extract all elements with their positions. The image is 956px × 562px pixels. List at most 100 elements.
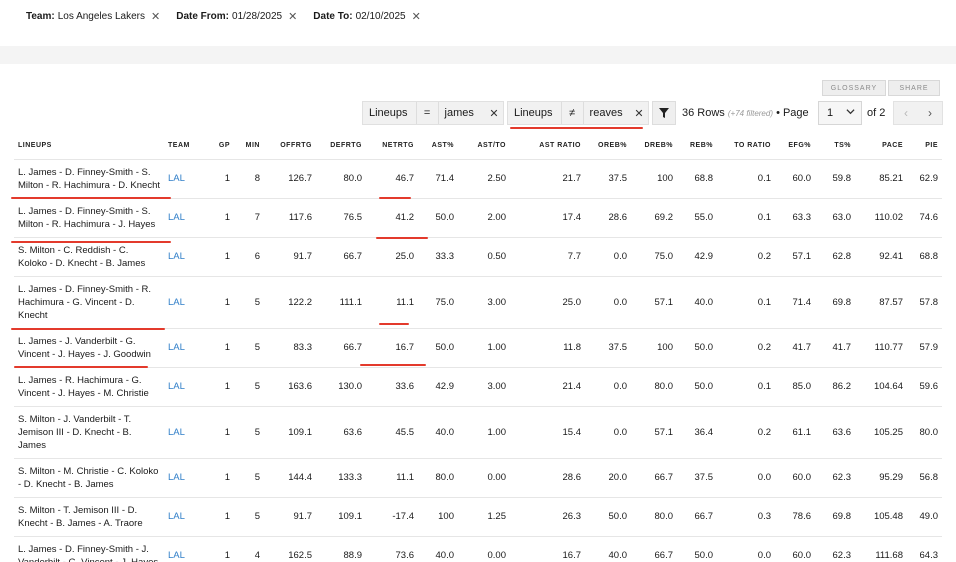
close-icon[interactable]: ✕ [151, 11, 161, 23]
annotation-underline [376, 237, 428, 239]
col-netrtg[interactable]: NETRTG [382, 142, 414, 150]
astratio-cell: 25.0 [510, 275, 585, 328]
astratio-cell: 7.7 [510, 236, 585, 276]
team-link[interactable]: LAL [164, 535, 204, 562]
team-link[interactable]: LAL [164, 158, 204, 198]
col-pace[interactable]: PACE [882, 142, 903, 150]
netrtg-cell: 41.2 [366, 197, 418, 237]
team-link[interactable]: LAL [164, 366, 204, 406]
col-ast-ratio[interactable]: AST RATIO [539, 142, 581, 150]
pace-cell: 95.29 [855, 457, 907, 497]
col-to-ratio[interactable]: TO RATIO [734, 142, 771, 150]
team-link[interactable]: LAL [164, 327, 204, 367]
share-button[interactable]: SHARE [888, 80, 940, 96]
team-link[interactable]: LAL [164, 457, 204, 497]
gp-cell: 1 [204, 457, 234, 497]
ts-cell: 63.0 [815, 197, 855, 237]
rebp-cell: 68.8 [677, 158, 717, 198]
gp-cell: 1 [204, 496, 234, 536]
pie-cell: 49.0 [907, 496, 942, 536]
col-pie[interactable]: PIE [925, 142, 938, 150]
rebp-cell: 66.7 [677, 496, 717, 536]
filter-chip-date-to[interactable]: Date To: 02/10/2025 ✕ [313, 10, 421, 23]
filter-chip-date-from[interactable]: Date From: 01/28/2025 ✕ [176, 10, 297, 23]
table-row: S. Milton - C. Reddish - C. Koloko - D. … [14, 236, 942, 276]
pie-cell: 59.6 [907, 366, 942, 406]
team-link[interactable]: LAL [164, 405, 204, 458]
netrtg-cell: 73.6 [366, 535, 418, 562]
defrtg-cell: 63.6 [316, 405, 366, 458]
filter-funnel-icon[interactable] [652, 101, 676, 125]
offrtg-cell: 162.5 [264, 535, 316, 562]
lineup-cell: S. Milton - M. Christie - C. Koloko - D.… [14, 457, 164, 497]
col-ast-pct[interactable]: AST% [431, 142, 454, 150]
lineup-cell: L. James - J. Vanderbilt - G. Vincent - … [14, 327, 164, 367]
col-defrtg[interactable]: DEFRTG [330, 142, 362, 150]
ts-cell: 62.8 [815, 236, 855, 276]
netrtg-cell: 45.5 [366, 405, 418, 458]
drebp-cell: 80.0 [631, 366, 677, 406]
min-cell: 5 [234, 496, 264, 536]
col-min[interactable]: MIN [245, 142, 260, 150]
team-link[interactable]: LAL [164, 496, 204, 536]
defrtg-cell: 88.9 [316, 535, 366, 562]
col-ts-pct[interactable]: TS% [834, 142, 851, 150]
pie-cell: 57.9 [907, 327, 942, 367]
offrtg-cell: 83.3 [264, 327, 316, 367]
offrtg-cell: 117.6 [264, 197, 316, 237]
pie-cell: 74.6 [907, 197, 942, 237]
offrtg-cell: 144.4 [264, 457, 316, 497]
chevron-left-icon[interactable]: ‹ [904, 106, 908, 120]
filter-operator-select[interactable]: ≠ [562, 102, 584, 124]
col-lineups[interactable]: LINEUPS [18, 142, 52, 150]
close-icon[interactable]: ✕ [411, 11, 421, 23]
col-offrtg[interactable]: OFFRTG [280, 142, 312, 150]
annotation-underline [379, 197, 411, 199]
filter-operator-select[interactable]: = [417, 102, 439, 124]
team-link[interactable]: LAL [164, 275, 204, 328]
clear-icon[interactable]: ✕ [489, 107, 499, 120]
col-efg-pct[interactable]: EFG% [788, 142, 811, 150]
astto-cell: 1.00 [458, 405, 510, 458]
filter-chip-team[interactable]: Team: Los Angeles Lakers ✕ [26, 10, 160, 23]
col-team[interactable]: TEAM [168, 142, 190, 150]
lineups-table: LINEUPS TEAM GP MIN OFFRTG DEFRTG NETRTG… [14, 133, 942, 562]
filter-value-input[interactable]: reaves [583, 102, 630, 124]
efg-cell: 63.3 [775, 197, 815, 237]
col-ast-to[interactable]: AST/TO [477, 142, 506, 150]
clear-icon[interactable]: ✕ [634, 107, 644, 120]
filter-field-select[interactable]: Lineups [363, 102, 417, 124]
filter-value: 01/28/2025 [232, 11, 283, 22]
filter-key: Date From: [176, 11, 230, 22]
efg-cell: 41.7 [775, 327, 815, 367]
astp-cell: 40.0 [418, 405, 458, 458]
efg-cell: 61.1 [775, 405, 815, 458]
toratio-cell: 0.3 [717, 496, 775, 536]
col-gp[interactable]: GP [218, 142, 230, 150]
offrtg-cell: 126.7 [264, 158, 316, 198]
col-oreb-pct[interactable]: OREB% [598, 142, 627, 150]
close-icon[interactable]: ✕ [288, 11, 298, 23]
filter-value-input[interactable]: james [438, 102, 485, 124]
pie-cell: 64.3 [907, 535, 942, 562]
team-link[interactable]: LAL [164, 236, 204, 276]
gp-cell: 1 [204, 236, 234, 276]
col-dreb-pct[interactable]: DREB% [644, 142, 673, 150]
col-reb-pct[interactable]: REB% [689, 142, 713, 150]
rebp-cell: 36.4 [677, 405, 717, 458]
drebp-cell: 66.7 [631, 535, 677, 562]
rebp-cell: 40.0 [677, 275, 717, 328]
glossary-button[interactable]: GLOSSARY [822, 80, 886, 96]
team-link[interactable]: LAL [164, 197, 204, 237]
chevron-right-icon[interactable]: › [928, 106, 932, 120]
page-select[interactable]: 1 [818, 101, 862, 125]
divider-band [0, 46, 956, 64]
toratio-cell: 0.1 [717, 158, 775, 198]
toratio-cell: 0.0 [717, 535, 775, 562]
astp-cell: 71.4 [418, 158, 458, 198]
row-count: 36 Rows (+74 filtered) • Page [682, 107, 809, 119]
filter-field-select[interactable]: Lineups [508, 102, 562, 124]
defrtg-cell: 133.3 [316, 457, 366, 497]
offrtg-cell: 163.6 [264, 366, 316, 406]
pace-cell: 87.57 [855, 275, 907, 328]
